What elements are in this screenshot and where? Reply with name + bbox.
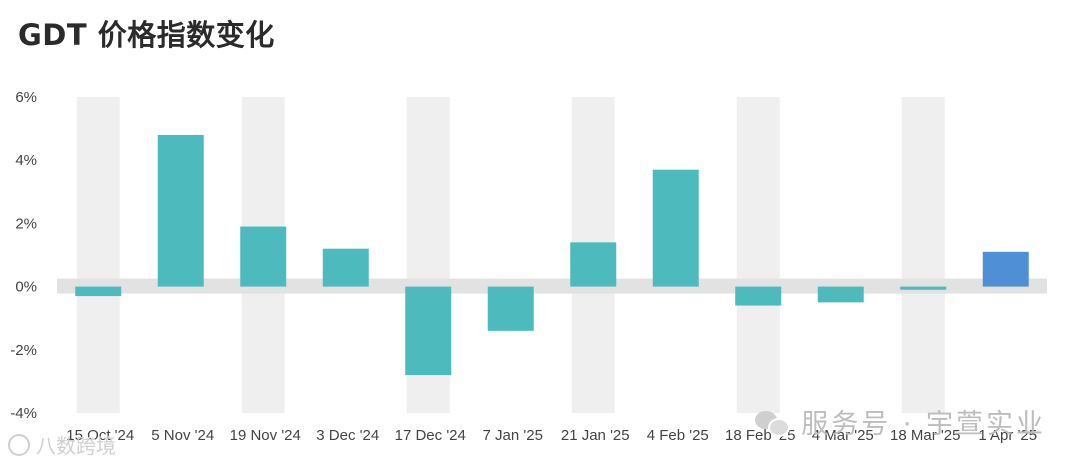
chart-title: GDT 价格指数变化 — [18, 18, 275, 52]
wechat-icon — [755, 409, 791, 437]
source-watermark: 八数跨境 — [8, 430, 116, 459]
column-band — [76, 97, 120, 413]
x-tick-label: 4 Mar '25 — [812, 427, 874, 444]
source-watermark-text: 八数跨境 — [36, 434, 116, 458]
x-tick-label: 4 Feb '25 — [647, 427, 709, 444]
x-tick-label: 3 Dec '24 — [316, 427, 379, 444]
column-bands — [76, 97, 945, 413]
account-watermark-text: 服务号 · 宇萱实业 — [801, 409, 1046, 440]
bars — [75, 134, 1029, 376]
bar — [322, 248, 369, 287]
account-watermark: 服务号 · 宇萱实业 — [755, 402, 1046, 441]
y-tick-label: -4% — [10, 405, 37, 422]
y-tick-label: 0% — [15, 279, 37, 296]
x-tick-label: 15 Oct '24 — [66, 427, 134, 444]
bar — [735, 286, 782, 306]
x-tick-label: 5 Nov '24 — [151, 427, 214, 444]
x-axis-ticks: 15 Oct '24 5 Nov '24 19 Nov '24 3 Dec '24 17… — [66, 427, 1037, 444]
x-tick-label: 7 Jan '25 — [483, 427, 543, 444]
y-axis-ticks: 6% 4% 2% 0% -2% -4% — [10, 89, 37, 422]
x-tick-label: 1 Apr '25 — [978, 427, 1037, 444]
y-tick-label: 4% — [15, 152, 37, 169]
y-tick-label: 2% — [15, 215, 37, 232]
x-tick-label: 21 Jan '25 — [561, 427, 630, 444]
y-tick-label: 6% — [15, 89, 37, 106]
column-band — [736, 97, 780, 413]
bar — [900, 286, 947, 290]
x-tick-label: 19 Nov '24 — [230, 427, 301, 444]
x-tick-label: 17 Dec '24 — [395, 427, 466, 444]
bar — [240, 226, 287, 287]
bar — [982, 251, 1029, 287]
bar — [75, 286, 122, 297]
bar — [487, 286, 534, 331]
zero-band — [57, 278, 1047, 294]
column-band — [901, 97, 945, 413]
bar — [405, 286, 452, 376]
bar — [157, 134, 204, 287]
bar — [817, 286, 864, 303]
y-tick-label: -2% — [10, 342, 37, 359]
x-tick-label: 18 Mar '25 — [890, 427, 960, 444]
bar — [570, 242, 617, 287]
bar — [652, 169, 699, 287]
circle-logo-icon — [8, 433, 30, 456]
